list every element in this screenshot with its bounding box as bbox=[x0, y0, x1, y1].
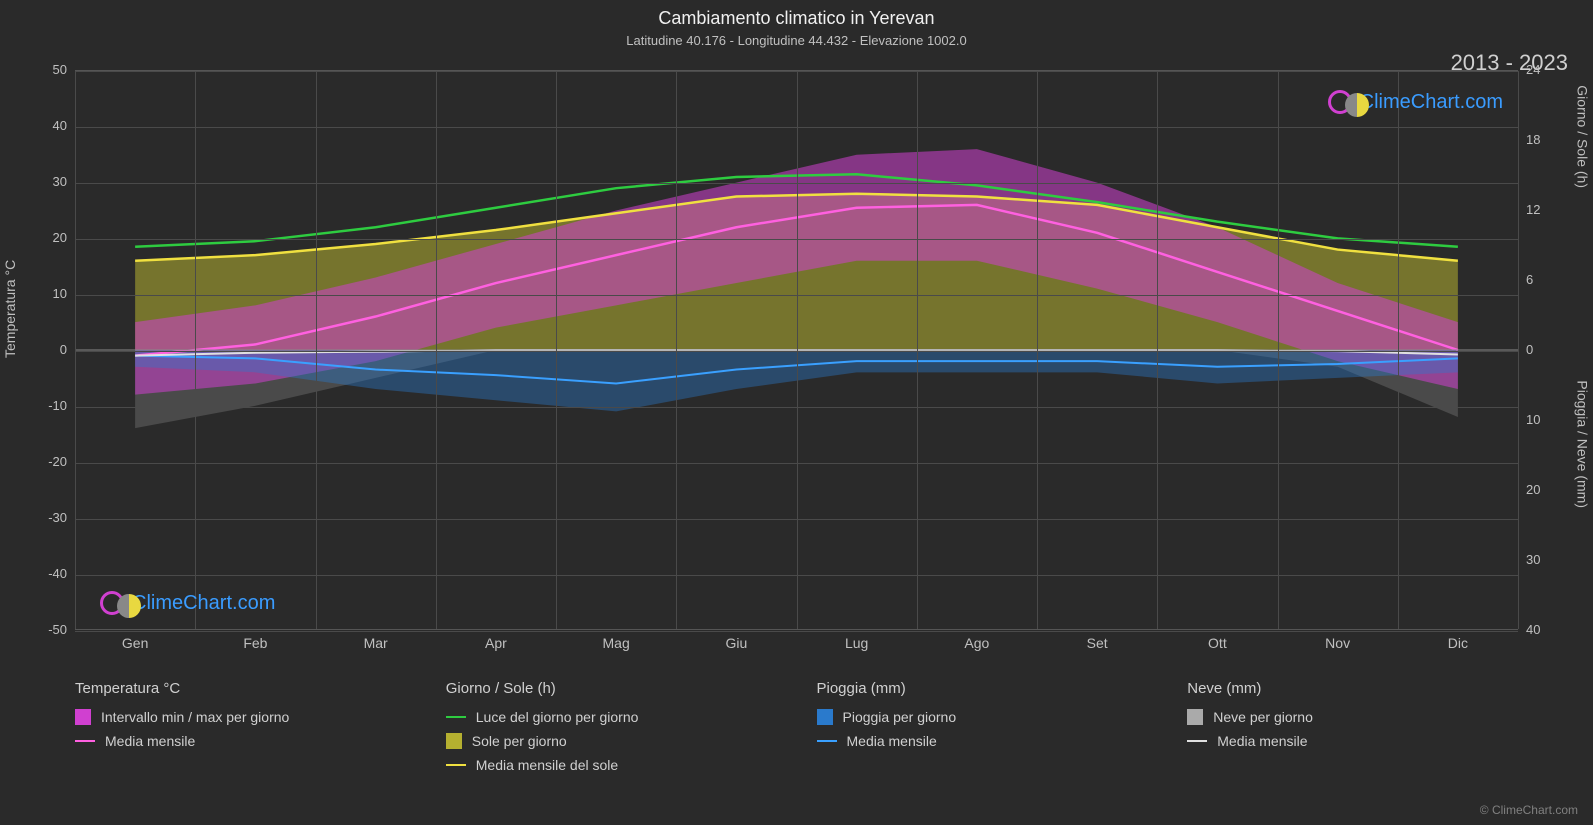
y-tick-right: 6 bbox=[1526, 272, 1533, 287]
watermark-text: ClimeChart.com bbox=[132, 592, 275, 615]
legend-header: Temperatura °C bbox=[75, 680, 406, 697]
y-tick-left: 10 bbox=[53, 286, 67, 301]
legend-label: Media mensile bbox=[1217, 733, 1307, 749]
y-tick-right: 0 bbox=[1526, 342, 1533, 357]
legend-item: Media mensile bbox=[817, 733, 1148, 749]
legend-column: Temperatura °C Intervallo min / max per g… bbox=[75, 680, 406, 781]
legend-item: Media mensile bbox=[1187, 733, 1518, 749]
y-tick-left: -30 bbox=[48, 510, 67, 525]
legend-item: Luce del giorno per giorno bbox=[446, 709, 777, 725]
legend-label: Media mensile bbox=[105, 733, 195, 749]
x-axis: Gen Feb Mar Apr Mag Giu Lug Ago Set Ott Nov Dic bbox=[75, 635, 1518, 660]
legend-swatch bbox=[1187, 740, 1207, 742]
y-tick-left: -40 bbox=[48, 566, 67, 581]
x-tick-month: Mag bbox=[603, 635, 630, 651]
legend-header: Giorno / Sole (h) bbox=[446, 680, 777, 697]
legend-swatch bbox=[817, 709, 833, 725]
y-tick-left: 30 bbox=[53, 174, 67, 189]
x-tick-month: Ott bbox=[1208, 635, 1227, 651]
legend-item: Neve per giorno bbox=[1187, 709, 1518, 725]
y-tick-left: 40 bbox=[53, 118, 67, 133]
y-tick-left: 20 bbox=[53, 230, 67, 245]
y-tick-right: 10 bbox=[1526, 412, 1540, 427]
y-tick-right: 12 bbox=[1526, 202, 1540, 217]
legend-item: Media mensile bbox=[75, 733, 406, 749]
legend-header: Neve (mm) bbox=[1187, 680, 1518, 697]
y-tick-right: 20 bbox=[1526, 482, 1540, 497]
legend-swatch bbox=[446, 733, 462, 749]
y-tick-right: 24 bbox=[1526, 62, 1540, 77]
y-tick-left: 50 bbox=[53, 62, 67, 77]
x-tick-month: Giu bbox=[725, 635, 747, 651]
chart-subtitle: Latitudine 40.176 - Longitudine 44.432 -… bbox=[0, 33, 1593, 48]
climate-chart: Cambiamento climatico in Yerevan Latitud… bbox=[0, 0, 1593, 825]
watermark-bottom-left: ClimeChart.com bbox=[100, 591, 275, 615]
legend-item: Media mensile del sole bbox=[446, 757, 777, 773]
legend-item: Sole per giorno bbox=[446, 733, 777, 749]
legend-label: Media mensile bbox=[847, 733, 937, 749]
watermark-text: ClimeChart.com bbox=[1360, 91, 1503, 114]
y-axis-right: 0612182410203040 bbox=[1518, 70, 1593, 630]
x-tick-month: Lug bbox=[845, 635, 868, 651]
y-axis-left: -50-40-30-20-1001020304050 bbox=[0, 70, 75, 630]
legend-swatch bbox=[446, 764, 466, 766]
legend-swatch bbox=[75, 709, 91, 725]
y-tick-right: 18 bbox=[1526, 132, 1540, 147]
legend-label: Luce del giorno per giorno bbox=[476, 709, 639, 725]
legend-swatch bbox=[1187, 709, 1203, 725]
logo-icon bbox=[1328, 90, 1352, 114]
legend-column: Giorno / Sole (h) Luce del giorno per gio… bbox=[446, 680, 777, 781]
legend-column: Neve (mm) Neve per giorno Media mensile bbox=[1187, 680, 1518, 781]
y-tick-left: -10 bbox=[48, 398, 67, 413]
legend: Temperatura °C Intervallo min / max per g… bbox=[75, 680, 1518, 781]
legend-label: Intervallo min / max per giorno bbox=[101, 709, 289, 725]
y-tick-left: 0 bbox=[60, 342, 67, 357]
x-tick-month: Apr bbox=[485, 635, 507, 651]
y-tick-left: -20 bbox=[48, 454, 67, 469]
legend-label: Pioggia per giorno bbox=[843, 709, 957, 725]
legend-label: Neve per giorno bbox=[1213, 709, 1313, 725]
x-tick-month: Ago bbox=[964, 635, 989, 651]
plot-area bbox=[75, 70, 1518, 630]
x-tick-month: Nov bbox=[1325, 635, 1350, 651]
legend-item: Pioggia per giorno bbox=[817, 709, 1148, 725]
x-tick-month: Set bbox=[1087, 635, 1108, 651]
legend-item: Intervallo min / max per giorno bbox=[75, 709, 406, 725]
y-tick-right: 30 bbox=[1526, 552, 1540, 567]
legend-swatch bbox=[446, 716, 466, 718]
legend-swatch bbox=[75, 740, 95, 742]
y-tick-right: 40 bbox=[1526, 622, 1540, 637]
x-tick-month: Feb bbox=[243, 635, 267, 651]
copyright: © ClimeChart.com bbox=[1480, 803, 1578, 817]
logo-icon bbox=[100, 591, 124, 615]
chart-title: Cambiamento climatico in Yerevan bbox=[0, 0, 1593, 29]
y-tick-left: -50 bbox=[48, 622, 67, 637]
x-tick-month: Gen bbox=[122, 635, 148, 651]
legend-label: Media mensile del sole bbox=[476, 757, 618, 773]
legend-swatch bbox=[817, 740, 837, 742]
legend-label: Sole per giorno bbox=[472, 733, 567, 749]
x-tick-month: Dic bbox=[1448, 635, 1468, 651]
watermark-top-right: ClimeChart.com bbox=[1328, 90, 1503, 114]
x-tick-month: Mar bbox=[364, 635, 388, 651]
legend-header: Pioggia (mm) bbox=[817, 680, 1148, 697]
legend-column: Pioggia (mm) Pioggia per giorno Media mens… bbox=[817, 680, 1148, 781]
